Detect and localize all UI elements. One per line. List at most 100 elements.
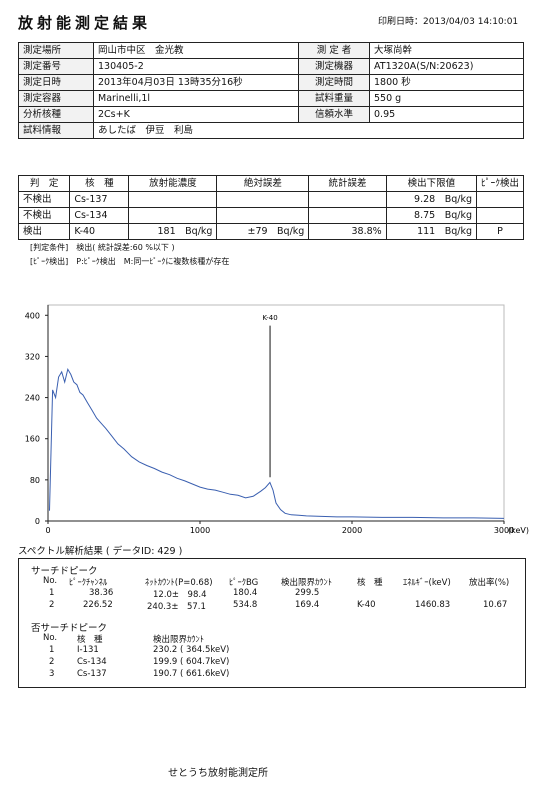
abs-error-cell [216, 207, 310, 224]
nuclide-cell: Cs-134 [69, 207, 130, 224]
spectrum-line [49, 367, 505, 519]
info-label: 測定場所 [18, 42, 94, 59]
y-tick-label: 400 [25, 311, 40, 320]
peak-bg: 534.8 [233, 600, 258, 610]
col-header: 放射能濃度 [128, 175, 218, 192]
judgement-condition-note: [判定条件] 検出( 統計誤差:60 %以下 ) [30, 243, 175, 252]
col-header: 核 種 [69, 175, 130, 192]
peak-no: 1 [49, 645, 55, 655]
document-title: 放射能測定結果 [18, 14, 152, 32]
nuclide-cell: K-40 [69, 223, 130, 240]
y-tick-label: 240 [25, 394, 40, 403]
col-header: 統計誤差 [308, 175, 387, 192]
peak-channel: 226.52 [83, 600, 113, 610]
peak-channel: 38.36 [89, 588, 114, 598]
nuclide-cell: Cs-137 [69, 191, 130, 208]
results-header-row: 判 定 核 種 放射能濃度 絶対誤差 統計誤差 検出下限値 ﾋﾟｰｸ検出 [17, 175, 525, 192]
detection-limit-count: 190.7 ( 661.6keV) [153, 669, 230, 679]
x-tick-label: 2000 [342, 526, 362, 535]
detection-limit-count: 230.2 ( 364.5keV) [153, 645, 230, 655]
abs-error-cell [216, 191, 310, 208]
judge-cell: 不検出 [17, 191, 71, 208]
peak-bg: 180.4 [233, 588, 258, 598]
net-count: 12.0± 98.4 [153, 590, 207, 600]
analysis-title: スペクトル解析結果 ( データID: 429 ) [18, 546, 183, 557]
peak-cell [475, 207, 525, 224]
col-header: 放出率(%) [469, 578, 510, 588]
info-label: 測定時間 [298, 74, 370, 91]
info-value: Marinelli,1l [93, 90, 299, 107]
info-value: 2Cs+K [93, 106, 299, 123]
table-row: 検出 K-40 181 Bq/kg ±79 Bq/kg 38.8% 111 Bq… [17, 223, 525, 240]
info-label: 測 定 者 [298, 42, 370, 59]
spectrum-chart: 0 80 160 240 320 400 0 1000 2000 3000(keV) K-40 [25, 304, 529, 535]
info-value: 0.95 [369, 106, 524, 123]
y-tick-label: 160 [25, 435, 40, 444]
peak-no: 3 [49, 669, 55, 679]
info-value: AT1320A(S/N:20623) [369, 58, 524, 75]
y-tick-label: 0 [35, 517, 40, 526]
plot-frame [47, 304, 505, 522]
info-value: 550 g [369, 90, 524, 107]
info-label: 信頼水準 [298, 106, 370, 123]
nuclide: I-131 [77, 645, 99, 655]
col-header: ｴﾈﾙｷﾞｰ(keV) [403, 578, 451, 588]
table-row: 1 38.36 12.0± 98.4 180.4 299.5 [19, 588, 525, 600]
peak-no: 2 [49, 600, 55, 610]
peak-cell: P [475, 223, 525, 240]
searched-peak-header: No. ﾋﾟｰｸﾁｬﾝﾈﾙ ﾈｯﾄｶｳﾝﾄ(P=0.68) ﾋﾟｰｸBG 検出限… [19, 576, 525, 588]
nuclide: Cs-134 [77, 657, 107, 667]
info-value: 1800 秒 [369, 74, 524, 91]
non-searched-peak-header: No. 核 種 検出限界ｶｳﾝﾄ [19, 633, 525, 645]
peak-no: 2 [49, 657, 55, 667]
searched-peak-title: サーチドピーク [31, 566, 98, 577]
y-tick-label: 320 [25, 352, 40, 361]
x-axis-label: (keV) [508, 526, 529, 535]
table-row: 2 226.52 240.3± 57.1 534.8 169.4 K-40 14… [19, 600, 525, 612]
non-searched-peak-title: 否サーチドピーク [31, 623, 108, 634]
col-header: 検出限界ｶｳﾝﾄ [153, 635, 205, 645]
limit-cell: 111 Bq/kg [385, 223, 477, 240]
peak-detection-note: [ﾋﾟｰｸ検出] P:ﾋﾟｰｸ検出 M:同一ﾋﾟｰｸに複数核種が存在 [30, 257, 230, 266]
info-label: 試料重量 [298, 90, 370, 107]
activity-cell: 181 Bq/kg [128, 223, 218, 240]
net-count: 240.3± 57.1 [147, 602, 206, 612]
results-table: 判 定 核 種 放射能濃度 絶対誤差 統計誤差 検出下限値 ﾋﾟｰｸ検出 不検出… [17, 175, 525, 240]
limit-cell: 8.75 Bq/kg [385, 207, 477, 224]
chart-plot-area: 0 80 160 240 320 400 0 1000 2000 3000(keV) K-40 [25, 304, 529, 535]
info-row: 測定日時 2013年04月03日 13時35分16秒 測定時間 1800 秒 [18, 74, 524, 91]
stat-error-cell [308, 191, 387, 208]
col-header: No. [43, 576, 58, 586]
info-row: 測定番号 130405-2 測定機器 AT1320A(S/N:20623) [18, 58, 524, 75]
info-row: 分析核種 2Cs+K 信頼水準 0.95 [18, 106, 524, 123]
info-row: 測定場所 岡山市中区 金光教 測 定 者 大塚尚幹 [18, 42, 524, 59]
table-row: 不検出 Cs-134 8.75 Bq/kg [17, 207, 525, 224]
table-row: 不検出 Cs-137 9.28 Bq/kg [17, 191, 525, 208]
nuclide: K-40 [357, 600, 376, 610]
info-label: 試料情報 [18, 122, 94, 139]
col-header: 絶対誤差 [216, 175, 310, 192]
nuclide: Cs-137 [77, 669, 107, 679]
col-header: 検出限界ｶｳﾝﾄ [281, 578, 333, 588]
detection-limit-count: 169.4 [295, 600, 320, 610]
organization-name: せとうち放射能測定所 [168, 768, 268, 779]
info-row: 試料情報 あしたば 伊豆 利島 [18, 122, 524, 139]
stat-error-cell: 38.8% [308, 223, 387, 240]
list-item: 3 Cs-137 190.7 ( 661.6keV) [19, 669, 525, 681]
activity-cell [128, 207, 218, 224]
info-label: 測定容器 [18, 90, 94, 107]
abs-error-cell: ±79 Bq/kg [216, 223, 310, 240]
y-tick-label: 80 [30, 476, 40, 485]
info-label: 測定機器 [298, 58, 370, 75]
k40-marker-label: K-40 [262, 314, 277, 322]
info-value: 2013年04月03日 13時35分16秒 [93, 74, 299, 91]
x-tick-label: 1000 [190, 526, 210, 535]
info-value: 130405-2 [93, 58, 299, 75]
info-label: 測定日時 [18, 74, 94, 91]
judge-cell: 検出 [17, 223, 71, 240]
list-item: 2 Cs-134 199.9 ( 604.7keV) [19, 657, 525, 669]
activity-cell [128, 191, 218, 208]
detection-limit-count: 299.5 [295, 588, 320, 598]
col-header: ﾋﾟｰｸBG [229, 578, 259, 588]
print-date: 印刷日時：2013/04/03 14:10:01 [378, 17, 519, 27]
